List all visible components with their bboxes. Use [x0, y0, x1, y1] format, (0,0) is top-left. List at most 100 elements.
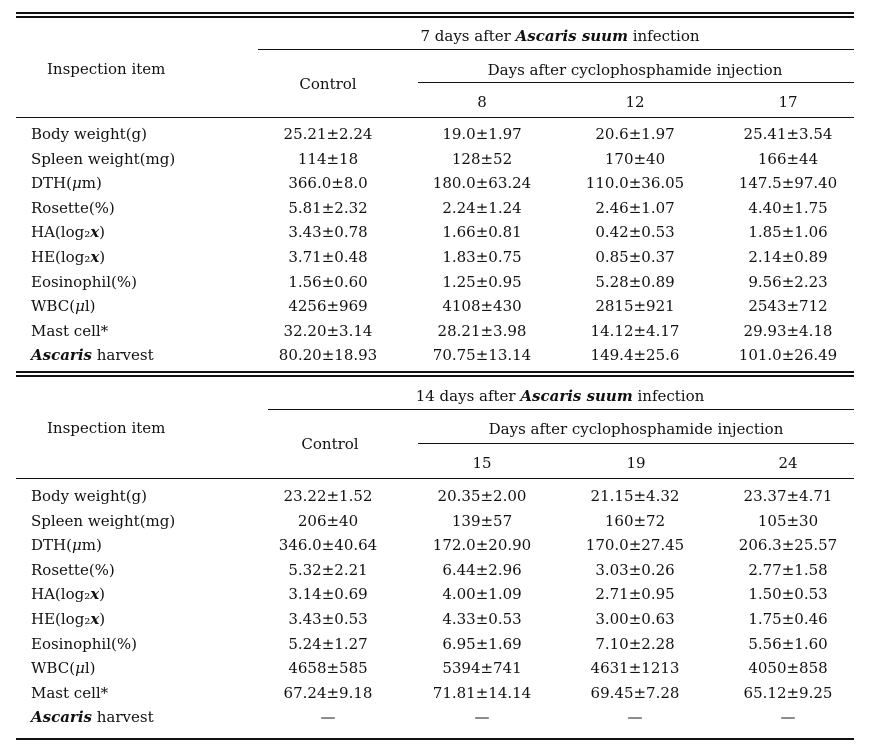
- header-rule: [258, 49, 854, 50]
- day-value: 1.83±0.75: [442, 248, 522, 266]
- header-day: 15: [472, 454, 492, 472]
- day-value: 1.85±1.06: [748, 223, 828, 242]
- day-value: 2.71±0.95: [595, 585, 675, 604]
- day-value: 20.6±1.97: [595, 125, 675, 143]
- control-value: —: [320, 708, 336, 727]
- header-control: Control: [299, 75, 357, 93]
- day-value: 170±40: [604, 149, 666, 168]
- header-rule: [268, 409, 854, 410]
- header-rule: [418, 82, 854, 83]
- day-value: 14.12±4.17: [590, 321, 680, 340]
- day-value: 65.12±9.25: [743, 683, 833, 702]
- header-rule: [418, 443, 854, 444]
- day-value: 3.00±0.63: [595, 610, 675, 628]
- control-value: 5.32±2.21: [288, 560, 368, 579]
- row-label: Ascaris harvest: [31, 346, 154, 365]
- header-day: 19: [626, 454, 646, 472]
- day-value: 110.0±36.05: [585, 174, 685, 193]
- day-value: 2815±921: [595, 297, 675, 316]
- day-value: 4108±430: [442, 297, 522, 316]
- control-value: 25.21±2.24: [283, 125, 373, 143]
- day-value: 139±57: [451, 511, 513, 530]
- row-label: Eosinophil(%): [31, 272, 137, 291]
- control-value: 3.14±0.69: [288, 585, 368, 604]
- row-label: Eosinophil(%): [31, 634, 137, 653]
- header-control: Control: [301, 435, 359, 453]
- day-value: —: [780, 708, 796, 727]
- day-value: 69.45±7.28: [590, 683, 680, 702]
- control-value: 5.24±1.27: [288, 634, 368, 653]
- header-day: 8: [477, 93, 487, 111]
- row-label: Ascaris harvest: [31, 708, 154, 727]
- control-value: 3.71±0.48: [288, 248, 368, 266]
- day-value: 21.15±4.32: [590, 487, 680, 505]
- row-label: Body weight(g): [31, 125, 148, 143]
- day-value: 149.4±25.6: [590, 346, 680, 365]
- header-bottom-rule: [16, 478, 854, 479]
- row-label: Mast cell*: [31, 321, 109, 340]
- control-value: 3.43±0.53: [288, 610, 368, 628]
- row-label: HE(log₂x): [31, 610, 106, 628]
- header-inspection-item: Inspection item: [47, 60, 166, 78]
- day-value: —: [627, 708, 643, 727]
- day-value: 70.75±13.14: [432, 346, 532, 365]
- day-value: 2.77±1.58: [748, 560, 828, 579]
- row-label: WBC(μl): [31, 659, 96, 678]
- panel-separator-rule: [16, 371, 854, 373]
- day-value: 180.0±63.24: [432, 174, 532, 193]
- bottom-rule: [16, 738, 854, 740]
- day-value: 128±52: [451, 149, 513, 168]
- day-value: 160±72: [604, 511, 666, 530]
- row-label: Mast cell*: [31, 683, 109, 702]
- control-value: 67.24±9.18: [283, 683, 373, 702]
- header-day: 24: [778, 454, 798, 472]
- control-value: 4256±969: [288, 297, 368, 316]
- control-value: 206±40: [297, 511, 359, 530]
- day-value: —: [474, 708, 490, 727]
- top-double-rule: [16, 12, 854, 14]
- day-value: 1.66±0.81: [442, 223, 522, 242]
- panel-title: 7 days after Ascaris suum infection: [420, 26, 699, 46]
- day-value: 2.24±1.24: [442, 198, 522, 217]
- day-value: 5.56±1.60: [748, 634, 828, 653]
- day-value: 3.03±0.26: [595, 560, 675, 579]
- control-value: 5.81±2.32: [288, 198, 368, 217]
- control-value: 4658±585: [288, 659, 368, 678]
- control-value: 23.22±1.52: [283, 487, 373, 505]
- row-label: HE(log₂x): [31, 248, 106, 266]
- day-value: 71.81±14.14: [432, 683, 532, 702]
- day-value: 19.0±1.97: [442, 125, 522, 143]
- day-value: 23.37±4.71: [743, 487, 833, 505]
- day-value: 0.42±0.53: [595, 223, 675, 242]
- title-text: infection: [632, 387, 705, 405]
- row-label: Rosette(%): [31, 560, 115, 579]
- species-name: Ascaris suum: [515, 27, 628, 45]
- row-label: DTH(μm): [31, 174, 102, 193]
- control-value: 80.20±18.93: [278, 346, 378, 365]
- row-label: HA(log₂x): [31, 223, 106, 242]
- day-value: 0.85±0.37: [595, 248, 675, 266]
- day-value: 147.5±97.40: [738, 174, 838, 193]
- row-label: DTH(μm): [31, 536, 102, 555]
- day-value: 166±44: [757, 149, 819, 168]
- row-label: Spleen weight(mg): [31, 511, 176, 530]
- header-day: 12: [625, 93, 645, 111]
- header-cyclophosphamide: Days after cyclophosphamide injection: [487, 61, 783, 79]
- header-bottom-rule: [16, 117, 854, 118]
- title-text: 7 days after: [420, 27, 516, 45]
- control-value: 346.0±40.64: [278, 536, 378, 555]
- control-value: 114±18: [297, 149, 359, 168]
- header-day: 17: [778, 93, 798, 111]
- day-value: 4.00±1.09: [442, 585, 522, 604]
- day-value: 2.14±0.89: [748, 248, 828, 266]
- day-value: 20.35±2.00: [437, 487, 527, 505]
- day-value: 170.0±27.45: [585, 536, 685, 555]
- row-label: WBC(μl): [31, 297, 96, 316]
- day-value: 4.33±0.53: [442, 610, 522, 628]
- day-value: 6.95±1.69: [442, 634, 522, 653]
- control-value: 366.0±8.0: [288, 174, 368, 193]
- top-double-rule: [16, 16, 854, 18]
- day-value: 4050±858: [748, 659, 828, 678]
- day-value: 172.0±20.90: [432, 536, 532, 555]
- day-value: 4631±1213: [590, 659, 680, 678]
